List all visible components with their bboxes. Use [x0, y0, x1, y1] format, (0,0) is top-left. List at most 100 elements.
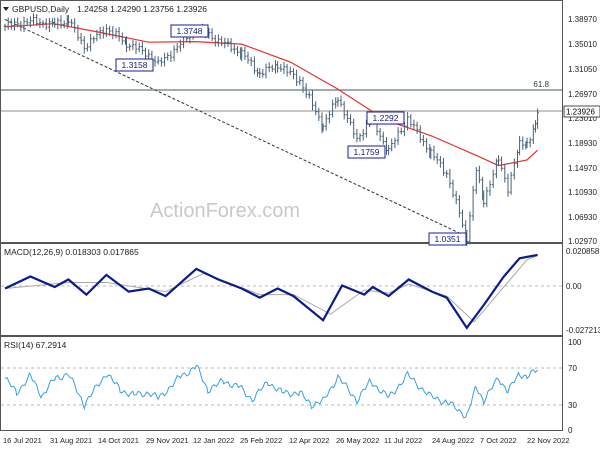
- price-bar: [435, 152, 439, 164]
- price-bar: [131, 40, 135, 51]
- current-price-label: 1.23926: [566, 108, 595, 117]
- price-bar: [233, 44, 236, 55]
- triangle-down-icon: [3, 7, 9, 11]
- price-bar: [226, 38, 230, 47]
- price-bar: [422, 135, 425, 147]
- price-bar: [156, 56, 160, 65]
- fib-61-8-label: 61.8: [533, 80, 549, 89]
- price-bar: [500, 156, 503, 172]
- price-bar: [485, 186, 489, 208]
- rsi-tick: 0: [568, 426, 573, 435]
- price-bar: [503, 163, 507, 183]
- price-bar: [229, 38, 233, 53]
- price-bar: [249, 56, 253, 67]
- price-bar: [175, 43, 179, 53]
- price-bar: [439, 156, 442, 168]
- price-bar: [137, 42, 141, 53]
- price-bar: [382, 131, 385, 145]
- macd-tick: -0.027213: [566, 326, 600, 335]
- price-bar: [525, 137, 529, 149]
- price-bar: [163, 52, 166, 67]
- price-bar: [324, 113, 328, 131]
- price-bar: [214, 34, 217, 47]
- annotation-high-12292[interactable]: 1.2292: [366, 111, 405, 125]
- price-bar: [461, 209, 464, 228]
- price-bar: [518, 136, 521, 156]
- price-bar: [105, 24, 108, 37]
- price-bar: [304, 83, 308, 99]
- price-bar: [253, 56, 256, 75]
- price-bar: [25, 18, 29, 26]
- price-bar: [361, 129, 365, 141]
- price-bar: [223, 37, 227, 49]
- annotation-label: 1.3158: [122, 60, 148, 70]
- date-tick: 11 Jul 2022: [384, 436, 422, 445]
- price-bar: [412, 119, 416, 130]
- price-bar: [317, 107, 321, 121]
- price-bar: [32, 13, 35, 26]
- annotation-low-11759[interactable]: 1.1759: [347, 145, 386, 159]
- date-axis: 16 Jul 2021 31 Aug 2021 14 Oct 2021 29 N…: [3, 436, 570, 445]
- moving-average-line: [4, 23, 539, 167]
- price-bar: [448, 168, 452, 189]
- macd-axis: 0.020858 0.00 -0.027213: [566, 247, 600, 335]
- price-tick: 1.38970: [568, 15, 597, 24]
- price-bar: [125, 36, 128, 53]
- annotation-label: 1.3748: [177, 26, 203, 36]
- price-bar: [321, 123, 325, 132]
- price-bar: [172, 45, 176, 62]
- price-bar: [267, 62, 271, 73]
- watermark: ActionForex.com: [150, 200, 300, 222]
- price-bar: [128, 43, 131, 51]
- price-bar: [53, 17, 56, 28]
- macd-tick: 0.020858: [566, 247, 600, 256]
- annotation-low-13158[interactable]: 1.3158: [115, 58, 154, 72]
- price-bar: [442, 158, 445, 176]
- price-bar: [111, 26, 115, 40]
- annotation-low-10351[interactable]: 1.0351: [428, 232, 467, 246]
- price-bar: [387, 145, 390, 156]
- price-bar: [134, 40, 138, 54]
- symbol-header: GBPUSD,Daily 1.24258 1.24290 1.23756 1.2…: [3, 4, 207, 14]
- price-bar: [108, 25, 111, 36]
- price-bar: [471, 185, 475, 221]
- price-bar: [246, 51, 250, 64]
- price-bar: [3, 23, 7, 32]
- price-bar: [153, 55, 157, 67]
- price-bar: [89, 33, 92, 52]
- date-tick: 22 Nov 2022: [527, 436, 570, 445]
- price-bar: [308, 91, 311, 99]
- price-bar: [285, 63, 289, 77]
- annotation-label: 1.2292: [373, 113, 399, 123]
- price-bar: [98, 26, 102, 40]
- price-bar: [488, 180, 492, 196]
- date-tick: 25 Feb 2022: [240, 436, 282, 445]
- price-bar: [289, 66, 292, 76]
- rsi-panel-frame: [0, 336, 563, 431]
- date-tick: 14 Oct 2021: [98, 436, 139, 445]
- price-bar: [121, 32, 124, 45]
- price-bar: [400, 127, 403, 135]
- trend-line[interactable]: [4, 18, 467, 237]
- price-bar: [396, 127, 400, 145]
- price-bar: [240, 47, 243, 62]
- price-bar: [454, 190, 458, 205]
- price-bar: [419, 125, 422, 143]
- annotation-label: 1.0351: [435, 234, 461, 244]
- price-bar: [295, 69, 298, 86]
- current-price-tag: 1.23926: [563, 105, 600, 118]
- price-bar: [264, 63, 268, 79]
- price-bar: [336, 97, 340, 107]
- price-bar: [528, 137, 532, 148]
- price-bar: [92, 36, 96, 44]
- price-tick: 1.23010: [568, 114, 597, 123]
- price-bar: [432, 145, 436, 161]
- price-bar: [279, 63, 283, 72]
- price-bar: [114, 28, 118, 39]
- price-bar: [342, 101, 346, 120]
- price-bar: [13, 18, 16, 31]
- annotation-high-13748[interactable]: 1.3748: [170, 24, 209, 38]
- price-bar: [425, 138, 428, 153]
- price-bar: [346, 110, 349, 123]
